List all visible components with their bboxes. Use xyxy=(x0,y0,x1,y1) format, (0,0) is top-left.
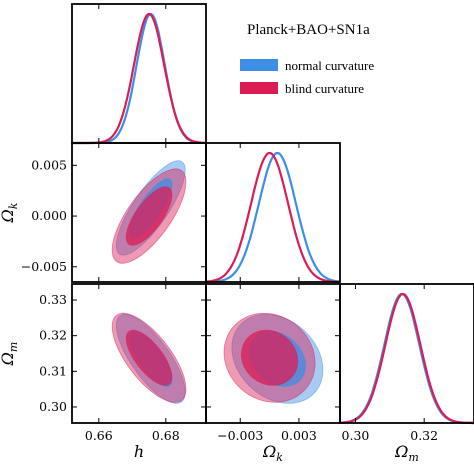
legend: Planck+BAO+SN1a normal curvature blind c… xyxy=(240,22,374,96)
x-axis-label-Omega_k: Ωk xyxy=(262,442,283,464)
x-tick-label-Omega_k: 0.003 xyxy=(281,428,317,443)
x-tick-label-Omega_k: −0.003 xyxy=(217,428,263,443)
y-axis-label-Omega_m: Ωm xyxy=(0,342,20,367)
legend-title: Planck+BAO+SN1a xyxy=(247,22,370,38)
y-tick-label-Omega_m: 0.32 xyxy=(39,328,67,343)
contour-fills xyxy=(111,160,324,404)
y-tick-label-Omega_k: 0.005 xyxy=(31,157,67,172)
legend-label-normal: normal curvature xyxy=(285,58,374,73)
panel-frame xyxy=(339,283,474,424)
contour-blind-curvature-h-Omega_m xyxy=(125,329,173,386)
marginal-blind-curvature-Omega_m xyxy=(340,292,474,425)
y-axis-label-Omega_k: Ωk xyxy=(0,202,20,223)
x-tick-label-Omega_m: 0.32 xyxy=(410,428,438,443)
marginal-blind-curvature-Omega_k xyxy=(206,151,340,283)
panel-frame xyxy=(205,142,341,283)
contour-blind-curvature-h-Omega_k xyxy=(125,186,173,246)
legend-label-blind: blind curvature xyxy=(285,81,364,96)
x-axis-label-h: h xyxy=(134,442,144,461)
panel-h-Omega_k xyxy=(111,160,187,264)
x-tick-label-Omega_m: 0.30 xyxy=(342,428,370,443)
panel-frame xyxy=(71,3,207,144)
tick-marks xyxy=(72,4,425,423)
marginal-normal-curvature-Omega_k xyxy=(206,151,341,283)
panel-Omega_k-Omega_m xyxy=(223,312,324,404)
marginal-blind-curvature-h xyxy=(72,12,206,145)
y-tick-label-Omega_k: −0.005 xyxy=(21,259,67,274)
x-tick-label-h: 0.66 xyxy=(85,428,113,443)
y-tick-label-Omega_m: 0.31 xyxy=(39,363,67,378)
y-tick-label-Omega_m: 0.30 xyxy=(39,399,67,414)
legend-swatch-blind xyxy=(240,82,278,94)
panel-frames xyxy=(71,3,474,424)
contour-blind-curvature-Omega_k-Omega_m xyxy=(240,329,299,386)
x-tick-label-h: 0.68 xyxy=(152,428,180,443)
y-tick-label-Omega_m: 0.33 xyxy=(39,292,67,307)
legend-swatch-normal xyxy=(240,59,278,71)
marginal-normal-curvature-h xyxy=(72,12,206,145)
panel-h-Omega_m xyxy=(111,312,187,404)
marginal-normal-curvature-Omega_m xyxy=(340,292,474,425)
x-axis-label-Omega_m: Ωm xyxy=(394,442,419,464)
y-tick-label-Omega_k: 0.000 xyxy=(31,208,67,223)
